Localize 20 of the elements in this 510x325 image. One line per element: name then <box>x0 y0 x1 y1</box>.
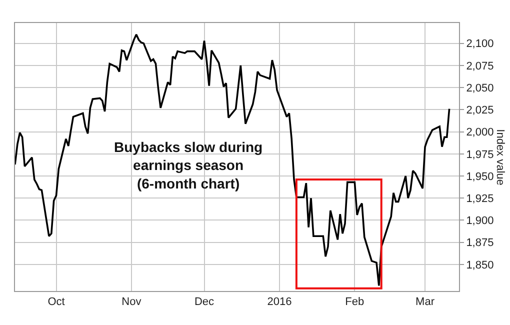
x-tick-label: Dec <box>194 296 215 308</box>
x-tick-label: Nov <box>122 296 142 308</box>
x-tick-label: Oct <box>48 296 65 308</box>
y-tick-label: 1,950 <box>466 170 494 183</box>
line-series <box>15 34 450 287</box>
y-tick-label: 2,100 <box>466 38 494 50</box>
x-tick-label: Feb <box>345 296 364 308</box>
y-tick-label: 1,850 <box>466 259 494 272</box>
y-tick-label: 1,875 <box>466 237 494 250</box>
y-tick-label: 1,900 <box>466 215 494 228</box>
x-tick-label: 2016 <box>267 296 292 308</box>
y-tick-label: 1,925 <box>466 192 494 205</box>
y-tick-label: 2,000 <box>466 126 494 139</box>
x-tick-label: Mar <box>416 296 435 308</box>
y-tick-label: 2,050 <box>466 82 494 94</box>
y-tick-label: 2,075 <box>466 60 494 72</box>
y-tick-label: 2,025 <box>466 104 494 117</box>
annotation: Buybacks slow during earnings season (6-month chart) <box>114 139 263 192</box>
y-axis-title: Index value <box>494 129 506 186</box>
y-tick-label: 1,975 <box>466 148 494 161</box>
